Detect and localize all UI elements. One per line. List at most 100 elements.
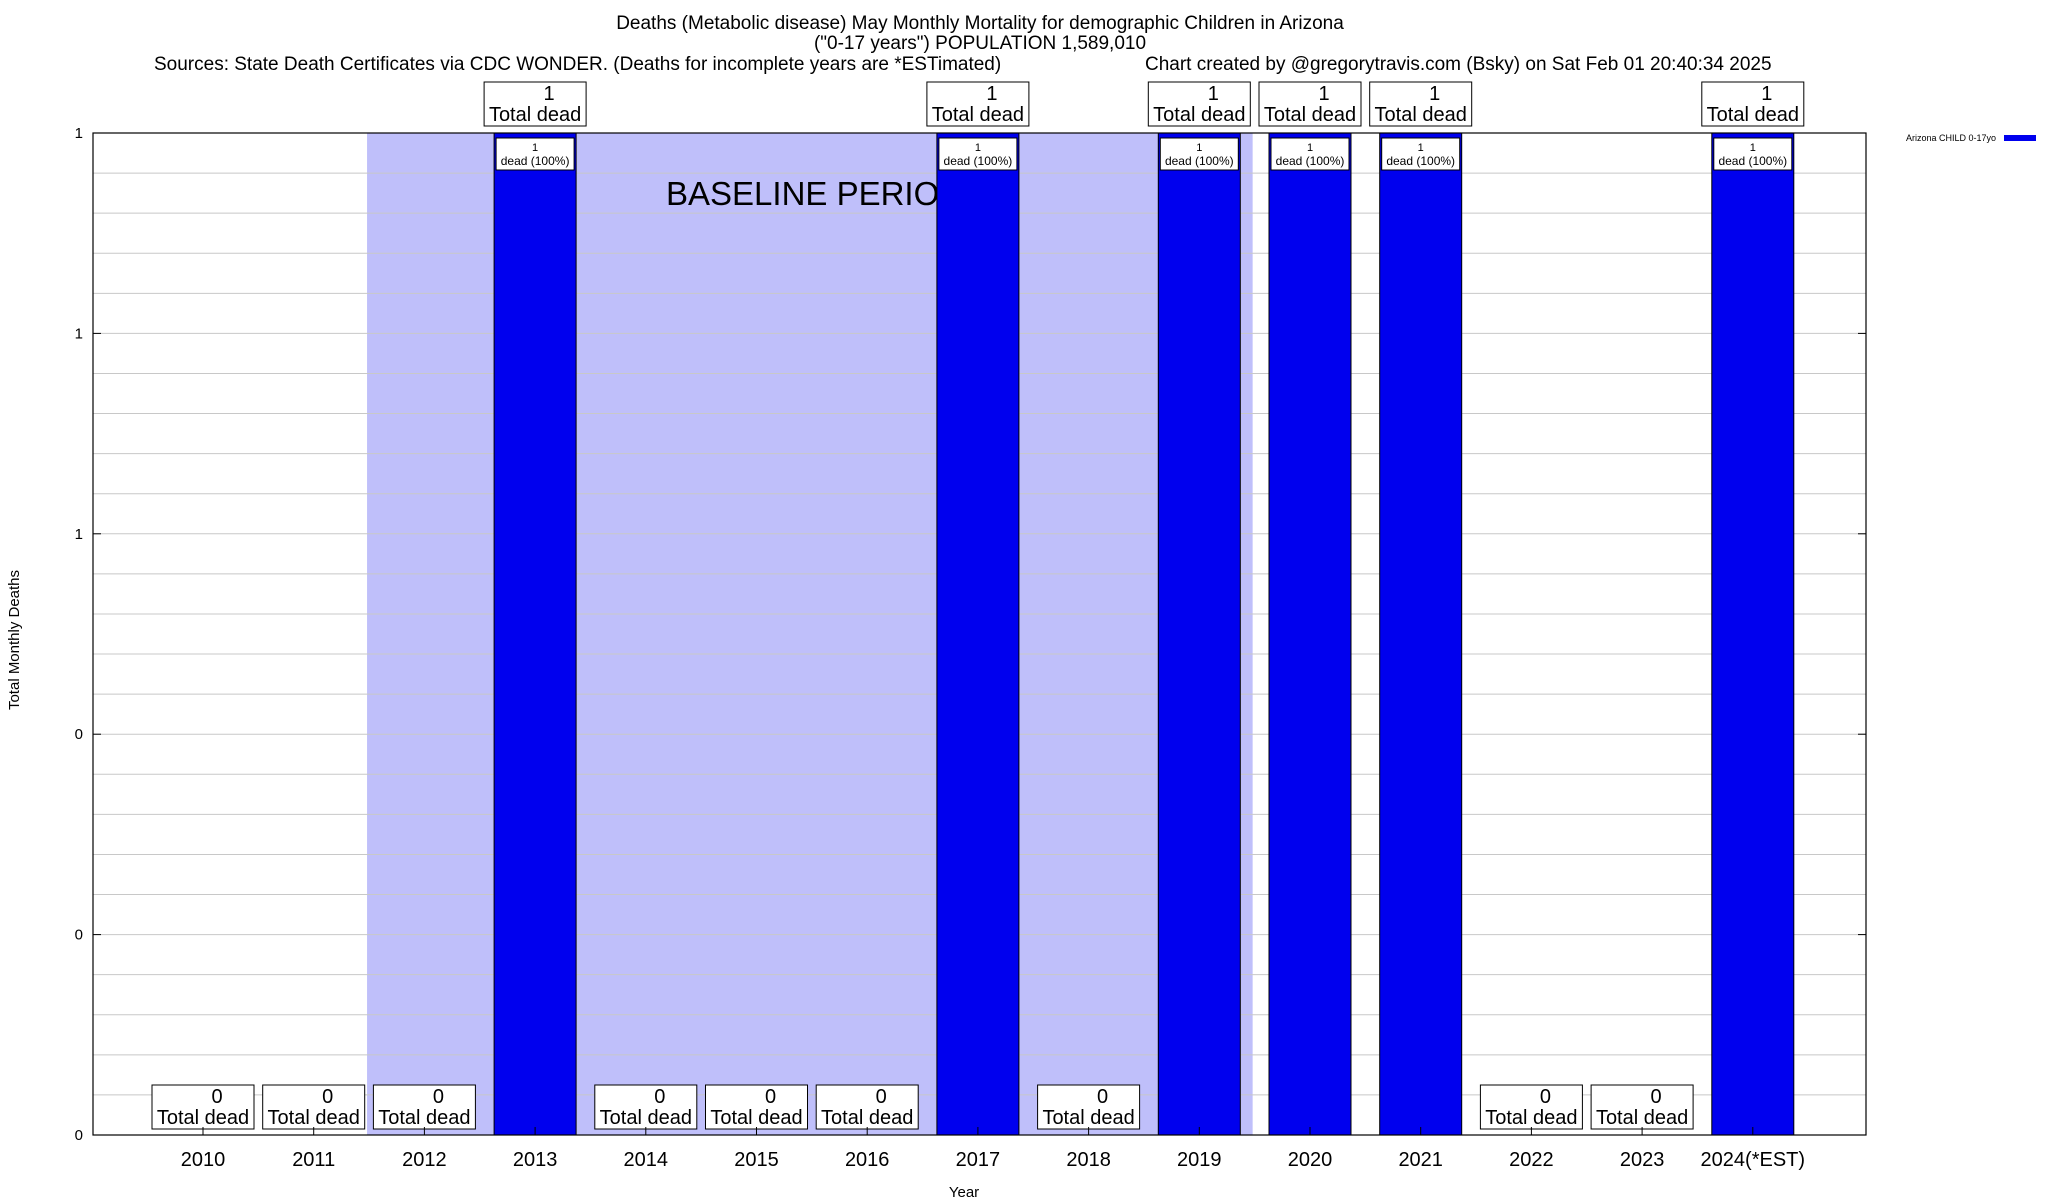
total-label-box	[705, 1084, 808, 1130]
bar	[1379, 132, 1463, 1136]
bar-label-count: 1	[1196, 142, 1202, 154]
x-tick-label: 2012	[402, 1149, 447, 1171]
y-tick-label: 1	[75, 125, 83, 142]
chart-subtitle: ("0-17 years") POPULATION 1,589,010	[813, 33, 1147, 54]
x-tick-label: 2019	[1177, 1149, 1222, 1171]
plot-frame	[92, 132, 1867, 1136]
bar	[1268, 132, 1352, 1136]
total-label-box	[1701, 81, 1805, 127]
total-label-value: 0	[765, 1086, 776, 1108]
bar-label-count: 1	[532, 142, 538, 154]
bar-label-count: 1	[1307, 142, 1313, 154]
x-tick-label: 2016	[845, 1149, 890, 1171]
total-label-box	[1258, 81, 1362, 127]
chart-credit: Chart created by @gregorytravis.com (Bsk…	[1145, 54, 1772, 75]
bar	[936, 132, 1020, 1136]
total-label-value: 0	[322, 1086, 333, 1108]
total-label-text: Total dead	[268, 1107, 360, 1129]
x-tick-label: 2022	[1509, 1149, 1554, 1171]
chart-title: Deaths (Metabolic disease) May Monthly M…	[616, 13, 1344, 34]
x-tick-label: 2018	[1066, 1149, 1111, 1171]
bar-label-percent: dead (100%)	[1386, 154, 1455, 168]
baseline-period-label: BASELINE PERIOD	[666, 175, 963, 212]
total-label-text: Total dead	[600, 1107, 692, 1129]
bar-label-box	[1713, 137, 1793, 171]
bar-label-box	[938, 137, 1018, 171]
y-tick-label: 1	[75, 526, 83, 543]
total-label-value: 0	[433, 1086, 444, 1108]
total-label-value: 1	[1761, 83, 1772, 105]
x-tick-label: 2014	[624, 1149, 669, 1171]
total-label-box	[372, 1084, 476, 1130]
total-label-box	[1147, 81, 1251, 127]
total-label-text: Total dead	[1375, 104, 1467, 126]
total-label-value: 1	[986, 83, 997, 105]
total-label-value: 0	[876, 1086, 887, 1108]
bar-label-percent: dead (100%)	[944, 154, 1013, 168]
total-label-value: 1	[1208, 83, 1219, 105]
bar-label-box	[495, 137, 575, 171]
x-tick-label: 2024(*EST)	[1701, 1149, 1806, 1171]
bar-label-percent: dead (100%)	[1718, 154, 1787, 168]
total-label-text: Total dead	[157, 1107, 249, 1129]
bar-label-count: 1	[975, 142, 981, 154]
bar	[493, 132, 577, 1136]
bar-label-box	[1381, 137, 1461, 171]
bar-label-box	[1159, 137, 1239, 171]
bar-label-percent: dead (100%)	[501, 154, 570, 168]
total-label-box	[1479, 1084, 1583, 1130]
total-label-value: 0	[1651, 1086, 1662, 1108]
legend-swatch	[2004, 135, 2036, 141]
total-label-box	[151, 1084, 255, 1130]
chart-sources: Sources: State Death Certificates via CD…	[154, 54, 1002, 75]
legend-label: Arizona CHILD 0-17yo	[1906, 133, 1996, 143]
bar	[1711, 132, 1795, 1136]
bar-label-percent: dead (100%)	[1276, 154, 1345, 168]
x-tick-label: 2020	[1288, 1149, 1333, 1171]
total-label-box	[483, 81, 587, 127]
total-label-value: 0	[211, 1086, 222, 1108]
total-label-text: Total dead	[821, 1107, 913, 1129]
total-label-box	[926, 81, 1030, 127]
total-label-text: Total dead	[710, 1107, 802, 1129]
y-axis-label: Total Monthly Deaths	[6, 569, 23, 711]
x-tick-label: 2015	[734, 1149, 779, 1171]
x-tick-label: 2017	[956, 1149, 1001, 1171]
total-label-text: Total dead	[378, 1107, 470, 1129]
total-label-text: Total dead	[932, 104, 1024, 126]
bar-label-box	[1270, 137, 1350, 171]
total-label-box	[1369, 81, 1473, 127]
bar	[1157, 132, 1241, 1136]
bar-label-percent: dead (100%)	[1165, 154, 1234, 168]
bar-label-count: 1	[1750, 142, 1756, 154]
total-label-box	[594, 1084, 698, 1130]
total-label-text: Total dead	[1707, 104, 1799, 126]
bar-label-count: 1	[1418, 142, 1424, 154]
total-label-box	[1590, 1084, 1694, 1130]
x-tick-label: 2011	[292, 1149, 335, 1171]
x-tick-label: 2023	[1620, 1149, 1665, 1171]
x-tick-label: 2021	[1398, 1149, 1443, 1171]
y-tick-label: 0	[75, 726, 83, 743]
y-tick-label: 1	[75, 325, 83, 342]
total-label-text: Total dead	[1596, 1107, 1688, 1129]
total-label-value: 1	[1318, 83, 1329, 105]
total-label-text: Total dead	[1153, 104, 1245, 126]
total-label-box	[262, 1084, 366, 1130]
total-label-value: 0	[1097, 1086, 1108, 1108]
total-label-text: Total dead	[1485, 1107, 1577, 1129]
x-tick-label: 2010	[181, 1149, 226, 1171]
x-tick-label: 2013	[513, 1149, 558, 1171]
total-label-box	[1037, 1084, 1141, 1130]
x-axis-label: Year	[948, 1184, 980, 1201]
total-label-value: 0	[1540, 1086, 1551, 1108]
total-label-value: 0	[654, 1086, 665, 1108]
total-label-value: 1	[1429, 83, 1440, 105]
total-label-text: Total dead	[1264, 104, 1356, 126]
y-tick-label: 0	[75, 927, 83, 944]
total-label-box	[815, 1084, 919, 1130]
total-label-value: 1	[544, 83, 555, 105]
total-label-text: Total dead	[1042, 1107, 1134, 1129]
y-tick-label: 0	[75, 1127, 83, 1144]
